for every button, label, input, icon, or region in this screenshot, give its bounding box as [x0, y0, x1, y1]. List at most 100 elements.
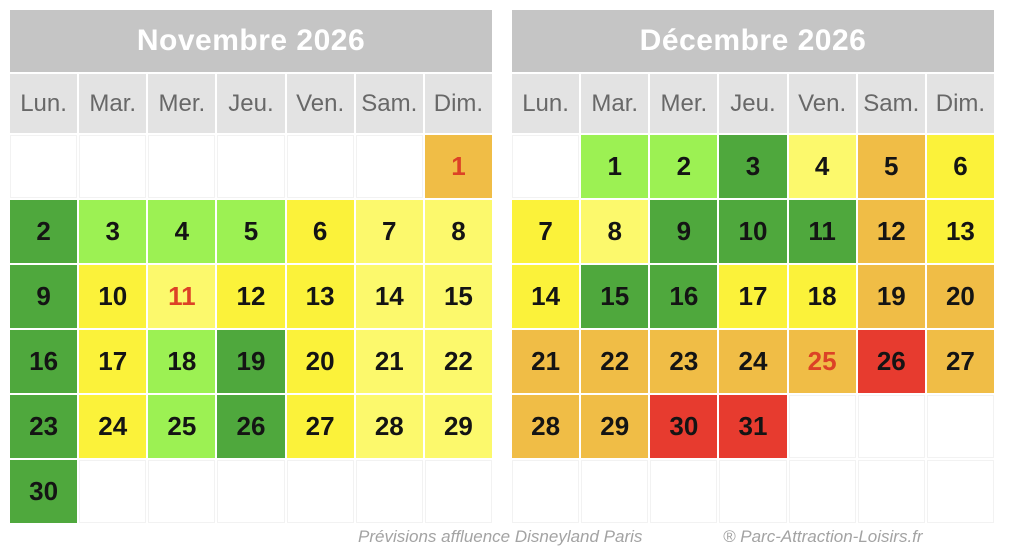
empty-cell [355, 460, 423, 523]
footer: Prévisions affluence Disneyland Paris ® … [0, 527, 1024, 551]
day-cell: 7 [512, 200, 580, 263]
day-cell: 11 [148, 265, 216, 328]
empty-cell [926, 460, 994, 523]
weekday-header: Jeu. [719, 74, 787, 133]
empty-cell [148, 460, 216, 523]
day-cell: 21 [355, 330, 423, 393]
day-cell: 22 [581, 330, 649, 393]
day-cell: 19 [857, 265, 925, 328]
empty-cell [926, 395, 994, 458]
empty-cell [512, 460, 580, 523]
day-cell: 3 [79, 200, 147, 263]
weekday-header: Lun. [10, 74, 78, 133]
weekday-header: Ven. [286, 74, 354, 133]
day-cell: 14 [355, 265, 423, 328]
day-cell: 31 [719, 395, 787, 458]
day-grid: 1 2 3 4 5 6 7 8 9 10 11 12 13 14 15 16 17 18 19 20 21 22 23 24 2… [10, 135, 492, 523]
day-cell: 1 [424, 135, 492, 198]
day-cell: 6 [286, 200, 354, 263]
day-cell: 2 [10, 200, 78, 263]
weekday-header: Dim. [926, 74, 994, 133]
day-cell: 20 [926, 265, 994, 328]
day-cell: 11 [788, 200, 856, 263]
day-cell: 23 [10, 395, 78, 458]
weekday-header: Lun. [512, 74, 580, 133]
calendars-container: Novembre 2026 Lun. Mar. Mer. Jeu. Ven. Sam. Dim… [10, 10, 994, 523]
day-cell: 2 [650, 135, 718, 198]
footer-caption: Prévisions affluence Disneyland Paris [358, 527, 643, 546]
day-cell: 25 [788, 330, 856, 393]
day-cell: 26 [217, 395, 285, 458]
day-cell: 4 [148, 200, 216, 263]
day-cell: 20 [286, 330, 354, 393]
day-cell: 14 [512, 265, 580, 328]
weekday-header-row: Lun. Mar. Mer. Jeu. Ven. Sam. Dim. [512, 74, 994, 133]
month-title: Novembre 2026 [10, 10, 492, 72]
empty-cell [286, 460, 354, 523]
day-cell: 29 [581, 395, 649, 458]
day-cell: 30 [10, 460, 78, 523]
empty-cell [788, 460, 856, 523]
empty-cell [650, 460, 718, 523]
calendar-decembre-2026: Décembre 2026 Lun. Mar. Mer. Jeu. Ven. Sam. Dim… [512, 10, 994, 523]
weekday-header: Sam. [355, 74, 423, 133]
empty-cell [217, 135, 285, 198]
day-cell: 15 [581, 265, 649, 328]
day-cell: 21 [512, 330, 580, 393]
day-cell: 26 [857, 330, 925, 393]
empty-cell [79, 135, 147, 198]
empty-cell [10, 135, 78, 198]
footer-brand: ® Parc-Attraction-Loisirs.fr [723, 527, 923, 546]
weekday-header: Ven. [788, 74, 856, 133]
weekday-header: Mar. [581, 74, 649, 133]
empty-cell [857, 395, 925, 458]
empty-cell [286, 135, 354, 198]
day-cell: 28 [512, 395, 580, 458]
day-cell: 19 [217, 330, 285, 393]
day-cell: 29 [424, 395, 492, 458]
day-cell: 17 [79, 330, 147, 393]
empty-cell [581, 460, 649, 523]
day-cell: 24 [719, 330, 787, 393]
day-cell: 1 [581, 135, 649, 198]
day-cell: 23 [650, 330, 718, 393]
empty-cell [512, 135, 580, 198]
empty-cell [217, 460, 285, 523]
day-grid: 1 2 3 4 5 6 7 8 9 10 11 12 13 14 15 16 17 18 19 20 21 22 23 24 2… [512, 135, 994, 523]
day-cell: 30 [650, 395, 718, 458]
day-cell: 3 [719, 135, 787, 198]
weekday-header: Jeu. [217, 74, 285, 133]
weekday-header: Mer. [650, 74, 718, 133]
empty-cell [788, 395, 856, 458]
day-cell: 12 [857, 200, 925, 263]
day-cell: 4 [788, 135, 856, 198]
day-cell: 22 [424, 330, 492, 393]
day-cell: 13 [286, 265, 354, 328]
weekday-header: Mer. [148, 74, 216, 133]
day-cell: 18 [788, 265, 856, 328]
day-cell: 16 [10, 330, 78, 393]
empty-cell [148, 135, 216, 198]
empty-cell [79, 460, 147, 523]
day-cell: 27 [926, 330, 994, 393]
day-cell: 18 [148, 330, 216, 393]
day-cell: 17 [719, 265, 787, 328]
empty-cell [424, 460, 492, 523]
day-cell: 10 [719, 200, 787, 263]
day-cell: 8 [581, 200, 649, 263]
day-cell: 8 [424, 200, 492, 263]
weekday-header: Dim. [424, 74, 492, 133]
weekday-header-row: Lun. Mar. Mer. Jeu. Ven. Sam. Dim. [10, 74, 492, 133]
day-cell: 13 [926, 200, 994, 263]
day-cell: 5 [857, 135, 925, 198]
day-cell: 12 [217, 265, 285, 328]
day-cell: 10 [79, 265, 147, 328]
day-cell: 27 [286, 395, 354, 458]
day-cell: 28 [355, 395, 423, 458]
day-cell: 7 [355, 200, 423, 263]
weekday-header: Sam. [857, 74, 925, 133]
empty-cell [857, 460, 925, 523]
empty-cell [719, 460, 787, 523]
day-cell: 5 [217, 200, 285, 263]
